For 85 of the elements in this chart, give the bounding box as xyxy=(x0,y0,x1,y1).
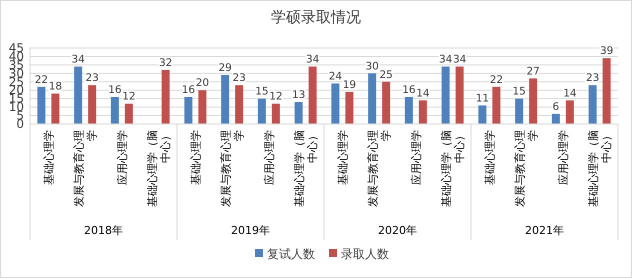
bar xyxy=(221,75,230,124)
bar xyxy=(478,105,486,124)
data-label: 19 xyxy=(342,78,356,91)
bar xyxy=(74,66,82,124)
data-label: 27 xyxy=(526,65,540,78)
data-label: 13 xyxy=(292,89,306,102)
bar xyxy=(88,85,96,124)
bar xyxy=(294,102,303,124)
data-label: 34 xyxy=(306,54,320,66)
data-label: 15 xyxy=(512,86,526,98)
text: 2019年 xyxy=(231,224,270,237)
bar xyxy=(162,70,170,124)
bar xyxy=(331,83,340,124)
legend-label: 录取人数 xyxy=(341,247,389,261)
x-tick-label: 发展与教育心理学 xyxy=(514,130,540,207)
data-label: 29 xyxy=(218,62,232,74)
data-label: 6 xyxy=(552,100,560,113)
x-tick-label: 应用心理学 xyxy=(262,130,276,185)
bar xyxy=(442,66,450,124)
bar xyxy=(368,73,376,124)
bar xyxy=(235,85,244,124)
x-tick-label: 发展与教育心理学 xyxy=(366,130,393,207)
bar xyxy=(198,90,206,124)
bar xyxy=(272,104,280,124)
data-label: 16 xyxy=(182,84,196,96)
data-label: 16 xyxy=(402,84,416,96)
data-label: 34 xyxy=(452,54,467,66)
data-label: 16 xyxy=(108,84,122,96)
x-tick-label: 发展与教育心理学 xyxy=(220,130,246,207)
data-label: 23 xyxy=(586,72,600,84)
bar xyxy=(529,78,538,124)
x-tick-label: 发展与教育心理学 xyxy=(72,130,99,207)
data-label: 23 xyxy=(85,72,99,84)
x-tick-label: 基础心理学 xyxy=(42,130,56,185)
data-label: 34 xyxy=(438,54,453,66)
bar xyxy=(404,96,413,124)
bar xyxy=(418,100,427,124)
x-tick-label: 基础心理学 xyxy=(336,130,350,185)
data-label: 23 xyxy=(232,72,246,84)
data-label: 14 xyxy=(416,87,430,100)
x-tick-label: 基础心理学（脑中心） xyxy=(440,130,466,207)
x-tick-label: 基础心理学 xyxy=(483,130,496,185)
data-label: 32 xyxy=(158,56,172,69)
data-label: 24 xyxy=(328,70,342,82)
data-label: 12 xyxy=(122,90,136,103)
legend-label: 复试人数 xyxy=(267,247,315,261)
text: 2020年 xyxy=(378,224,417,237)
data-label: 22 xyxy=(490,74,504,86)
bar xyxy=(51,94,60,124)
data-label: 15 xyxy=(255,86,269,98)
bar xyxy=(37,86,46,124)
bar xyxy=(184,96,192,124)
bar xyxy=(566,100,574,124)
bar xyxy=(258,98,266,124)
bar xyxy=(124,104,133,124)
bar xyxy=(492,86,500,124)
x-tick-label: 应用心理学 xyxy=(556,130,570,185)
bar xyxy=(456,66,464,124)
data-label: 30 xyxy=(365,60,379,72)
x-tick-label: 基础心理学（脑中心） xyxy=(146,130,172,207)
data-label: 14 xyxy=(563,87,577,100)
bar xyxy=(552,114,560,124)
bar xyxy=(515,98,524,124)
bar xyxy=(602,58,611,124)
bar xyxy=(308,66,317,124)
data-label: 39 xyxy=(600,45,614,58)
x-tick-label: 基础心理学（脑中心） xyxy=(587,130,614,207)
x-tick-label: 应用心理学 xyxy=(410,130,423,185)
data-label: 25 xyxy=(379,68,393,81)
data-label: 34 xyxy=(71,54,86,66)
text: 2021年 xyxy=(525,224,564,237)
x-tick-label: 基础心理学 xyxy=(189,130,202,185)
data-label: 22 xyxy=(34,74,48,86)
bar xyxy=(345,92,354,124)
bar xyxy=(588,85,597,124)
x-tick-label: 基础心理学（脑中心） xyxy=(293,130,320,207)
bar xyxy=(110,96,119,124)
data-label: 11 xyxy=(476,92,490,104)
title: 学硕录取情况 xyxy=(271,8,361,26)
x-tick-label: 应用心理学 xyxy=(116,130,129,185)
data-label: 18 xyxy=(48,80,62,93)
data-label: 12 xyxy=(269,90,283,103)
bar xyxy=(382,82,390,124)
text: 2018年 xyxy=(84,224,123,237)
data-label: 20 xyxy=(196,77,210,90)
